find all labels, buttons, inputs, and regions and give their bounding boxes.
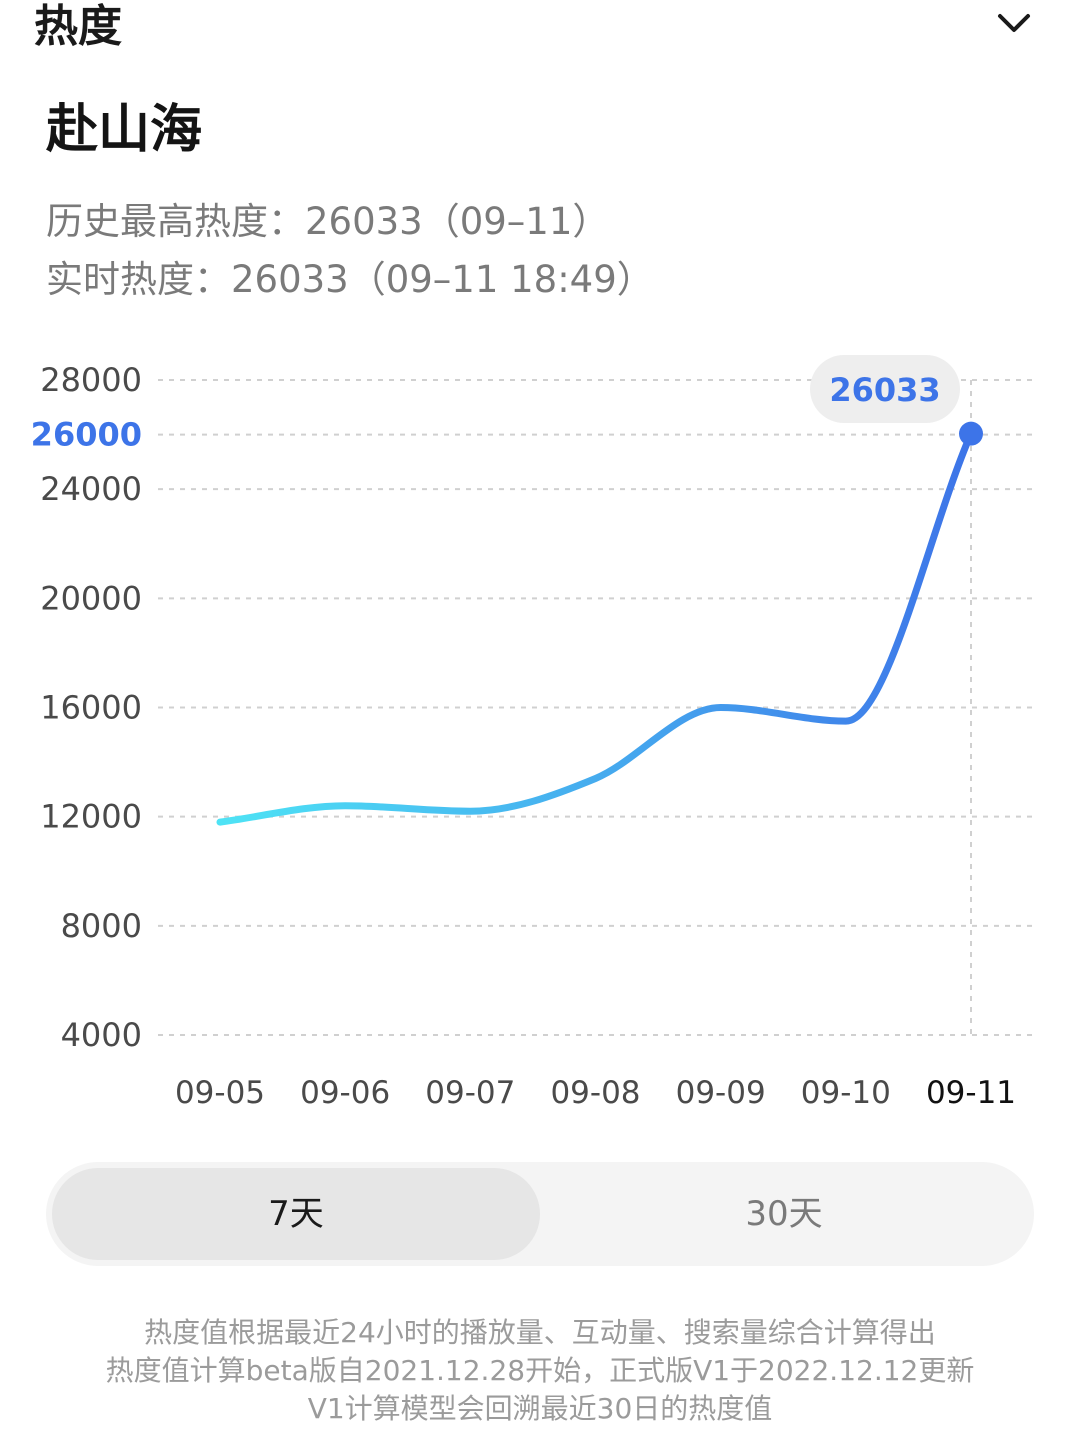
section-title: 热度: [34, 1, 122, 52]
x-tick-label[interactable]: 09-05: [175, 1075, 265, 1111]
heat-line-chart[interactable]: 4000 8000 12000 16000 20000 24000 26000 28000 0…: [0, 330, 1080, 1130]
series-line: [216, 430, 975, 826]
x-tick-label[interactable]: 09-07: [425, 1075, 515, 1111]
chevron-down-icon[interactable]: [996, 8, 1032, 38]
footnote-line-1: 热度值根据最近24小时的播放量、互动量、搜索量综合计算得出: [144, 1316, 936, 1349]
y-tick-label: 16000: [40, 689, 142, 727]
x-tick-label[interactable]: 09-06: [300, 1075, 390, 1111]
y-tick-label: 8000: [61, 907, 142, 945]
y-tick-label: 4000: [61, 1016, 142, 1054]
time-range-toggle: 7天 30天: [46, 1162, 1034, 1266]
x-tick-label[interactable]: 09-08: [550, 1075, 640, 1111]
range-30-days-button[interactable]: 30天: [745, 1194, 823, 1234]
range-7-days-button[interactable]: 7天: [52, 1168, 540, 1260]
y-tick-label: 26000: [31, 416, 142, 454]
history-peak-text: 历史最高热度：26033（09–11）: [46, 200, 610, 243]
value-tooltip: [810, 355, 960, 423]
tooltip-value: 26033: [829, 371, 940, 409]
y-tick-label: 24000: [40, 470, 142, 508]
x-tick-label[interactable]: 09-10: [801, 1075, 891, 1111]
y-tick-label: 28000: [40, 361, 142, 399]
realtime-heat-text: 实时热度：26033（09–11 18:49）: [46, 258, 654, 301]
data-point-marker[interactable]: [959, 421, 983, 446]
footnote-line-2: 热度值计算beta版自2021.12.28开始，正式版V1于2022.12.12…: [105, 1354, 975, 1387]
y-tick-label: 20000: [40, 579, 142, 617]
x-tick-label[interactable]: 09-11: [926, 1075, 1016, 1111]
x-tick-label[interactable]: 09-09: [676, 1075, 766, 1111]
footnote-line-3: V1计算模型会回溯最近30日的热度值: [307, 1392, 773, 1425]
y-tick-label: 12000: [40, 798, 142, 836]
topic-title: 赴山海: [46, 100, 203, 160]
